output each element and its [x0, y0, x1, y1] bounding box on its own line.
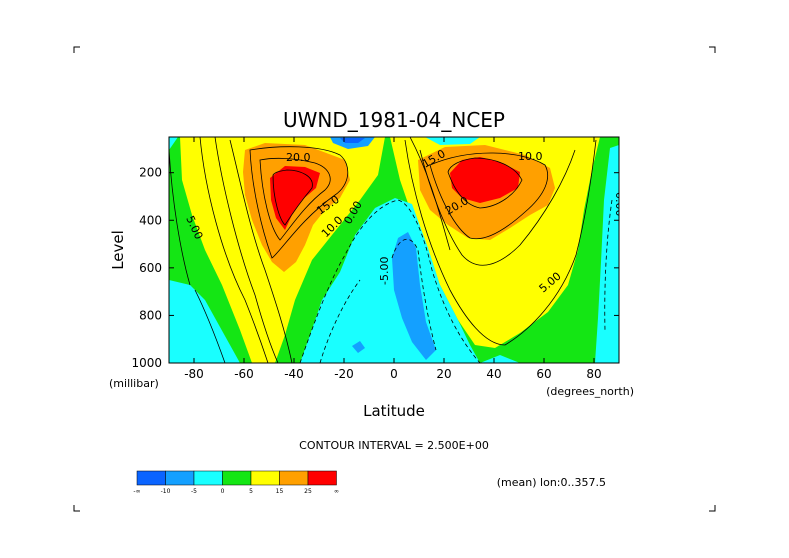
contour-label: 20.0 — [286, 151, 311, 164]
y-tick-label: 400 — [139, 213, 162, 227]
x-tick-label: 40 — [486, 367, 501, 381]
y-axis-label: Level — [109, 230, 127, 270]
contour-interval: CONTOUR INTERVAL = 2.500E+00 — [299, 439, 489, 452]
band-red-sh — [270, 166, 320, 230]
y-axis: 200 400 600 800 1000 — [131, 166, 619, 370]
footnote: (mean) lon:0..357.5 — [497, 476, 606, 489]
band-blue-small — [352, 341, 365, 353]
y-tick-label: 600 — [139, 261, 162, 275]
colorbar-swatch — [193, 470, 223, 486]
x-tick-label: 20 — [436, 367, 451, 381]
x-tick-label: 80 — [586, 367, 601, 381]
colorbar-tick-label: 15 — [276, 488, 284, 495]
x-tick-label: 60 — [536, 367, 551, 381]
band-cyan-sw — [169, 285, 226, 363]
x-axis-units: (degrees_north) — [546, 385, 634, 398]
band-top-easterly2 — [340, 138, 365, 143]
y-tick-label: 800 — [139, 308, 162, 322]
x-tick-label: -40 — [284, 367, 304, 381]
colorbar-tick-label: -10 — [161, 488, 171, 495]
y-tick-label: 200 — [139, 166, 162, 180]
x-axis: -80 -60 -40 -20 0 20 40 60 80 — [184, 137, 602, 381]
colorbar-tick-label: -5 — [191, 488, 197, 495]
colorbar-tick-label: 0 — [221, 488, 225, 495]
colorbar-tick-label: 25 — [304, 488, 312, 495]
colorbar-tick-label: ∞ — [334, 488, 339, 495]
band-cyan-ne — [595, 145, 619, 363]
x-tick-label: 0 — [390, 367, 398, 381]
contour-label: 10.0 — [518, 150, 543, 163]
colorbar-swatch — [307, 470, 337, 486]
plot-area: 20.0 15.0 10.0 5.00 0.00 -5.00 10.0 20.0… — [169, 137, 626, 363]
band-cyan-eq — [300, 198, 480, 363]
band-red-nh — [450, 157, 520, 203]
x-tick-label: -20 — [334, 367, 354, 381]
colorbar-tick-label: 5 — [249, 488, 253, 495]
colorbar-swatch — [222, 470, 252, 486]
y-axis-units: (millibar) — [109, 377, 159, 390]
y-tick-label: 1000 — [131, 356, 162, 370]
x-axis-label: Latitude — [363, 402, 425, 420]
colorbar-swatch — [250, 470, 280, 486]
contour-lines — [169, 137, 613, 363]
colorbar-swatch — [136, 470, 166, 486]
chart-title: UWND_1981-04_NCEP — [283, 108, 505, 132]
colorbar-tick-label: -∞ — [133, 488, 140, 495]
band-blue-eq — [392, 232, 436, 360]
x-tick-label: -80 — [184, 367, 204, 381]
x-tick-label: -60 — [234, 367, 254, 381]
colorbar-swatch — [165, 470, 195, 486]
colorbar-swatch — [279, 470, 309, 486]
band-top-cyan — [425, 137, 480, 145]
crop-marks — [73, 46, 716, 512]
contour-label: -5.00 — [378, 257, 391, 285]
contour-label: 0.00 — [613, 192, 626, 217]
colorbar: -∞ -10 -5 0 5 15 25 ∞ — [133, 470, 339, 495]
